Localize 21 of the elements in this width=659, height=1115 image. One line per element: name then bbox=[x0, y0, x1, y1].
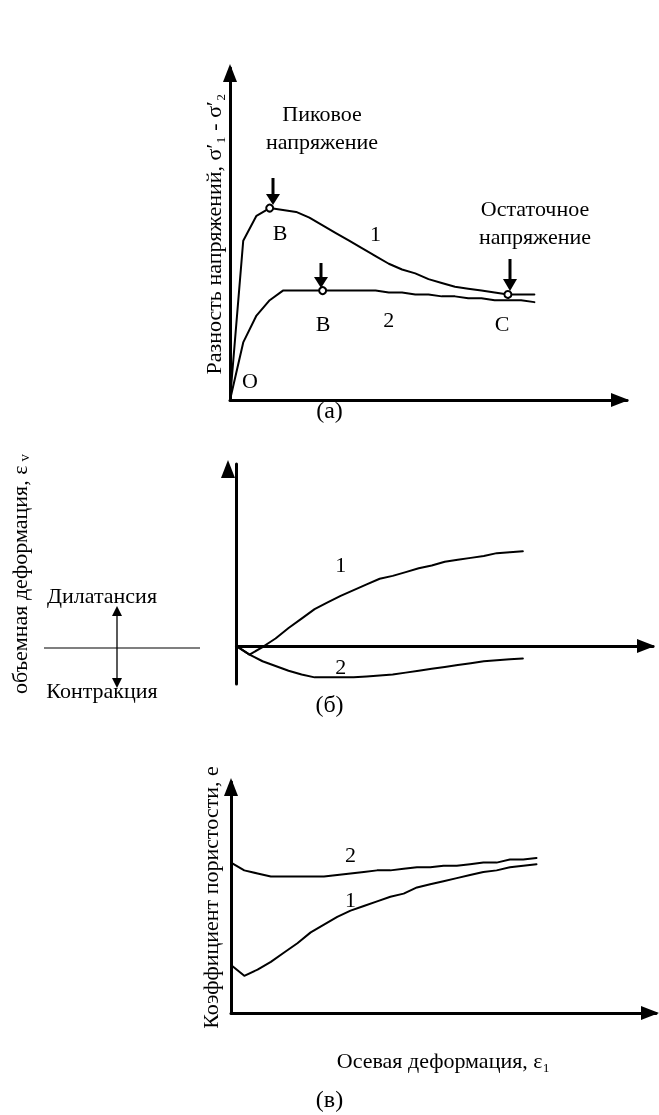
series-label: 1 bbox=[345, 887, 357, 913]
annotation: B bbox=[315, 310, 331, 336]
text: Дилатансия bbox=[46, 582, 158, 608]
series-label: 2 bbox=[383, 307, 395, 333]
annotation: C bbox=[494, 310, 510, 336]
series-label: 1 bbox=[335, 552, 347, 578]
text: Пиковое напряжение bbox=[265, 100, 379, 154]
text: (а) bbox=[316, 397, 343, 423]
text: (б) bbox=[315, 691, 344, 717]
series-label: 1 bbox=[370, 220, 382, 246]
annotation: O bbox=[242, 367, 258, 393]
annotation: Остаточное напряжение bbox=[478, 195, 592, 249]
series-label: 2 bbox=[345, 841, 357, 867]
y-axis-title: объемная деформация, εv bbox=[6, 453, 32, 694]
annotation: B bbox=[272, 219, 288, 245]
x-axis-title: Осевая деформация, ε₁ bbox=[336, 1047, 551, 1073]
y-axis-title: Коэффициент пористости, е bbox=[197, 766, 223, 1029]
series-label: 2 bbox=[335, 653, 347, 679]
y-axis-title: Разность напряжений, σ′₁ - σ′₂ bbox=[200, 93, 226, 375]
text: (в) bbox=[315, 1086, 344, 1112]
text: Контракция bbox=[46, 677, 158, 703]
